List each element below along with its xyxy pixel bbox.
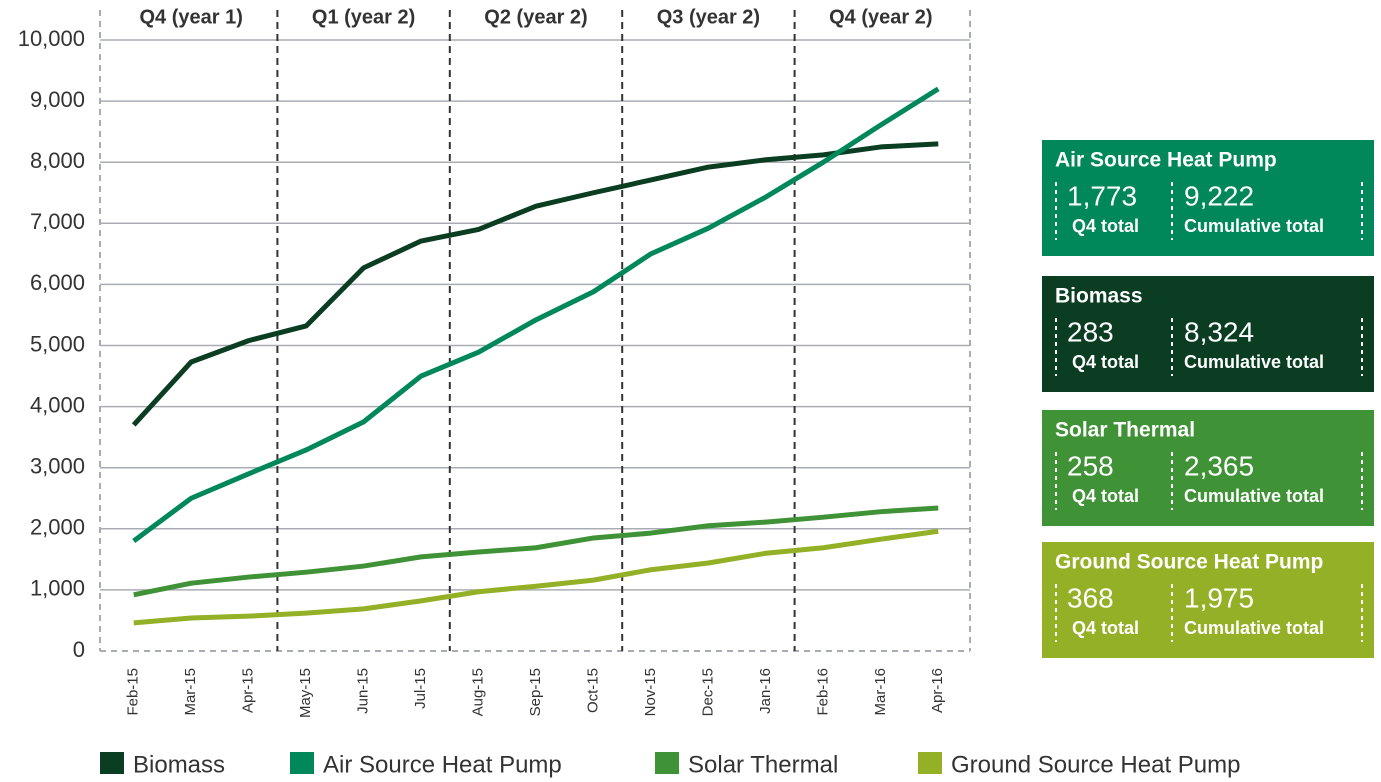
legend-label: Ground Source Heat Pump <box>951 751 1241 778</box>
x-tick-label: Mar-15 <box>182 668 199 716</box>
panel-cumulative-value: 1,975 <box>1184 582 1254 613</box>
x-tick-label: Feb-16 <box>814 668 831 716</box>
x-tick-label: Mar-16 <box>872 668 889 716</box>
series-line <box>133 528 939 626</box>
y-tick-label: 4,000 <box>30 392 85 417</box>
legend-label: Air Source Heat Pump <box>323 751 562 778</box>
quarter-label: Q4 (year 2) <box>829 6 932 28</box>
panel-quarter-value: 1,773 <box>1067 180 1137 211</box>
panel-title: Ground Source Heat Pump <box>1055 551 1323 574</box>
legend-swatch <box>918 752 942 774</box>
panel-cumulative-label: Cumulative total <box>1184 486 1324 506</box>
legend-label: Biomass <box>133 751 225 778</box>
x-tick-label: Apr-16 <box>929 668 946 713</box>
panel-quarter-value: 258 <box>1067 450 1114 481</box>
series-line <box>131 141 939 427</box>
y-tick-label: 10,000 <box>18 26 85 51</box>
y-tick-label: 2,000 <box>30 515 85 540</box>
quarter-label: Q2 (year 2) <box>484 6 587 28</box>
panel-cumulative-value: 2,365 <box>1184 450 1254 481</box>
panel-cumulative-label: Cumulative total <box>1184 618 1324 638</box>
y-tick-label: 7,000 <box>30 209 85 234</box>
x-tick-label: Dec-15 <box>699 668 716 716</box>
x-tick-label: Nov-15 <box>642 668 659 716</box>
x-tick-label: Jul-15 <box>412 668 429 709</box>
panel-quarter-label: Q4 total <box>1072 352 1139 372</box>
y-tick-label: 8,000 <box>30 148 85 173</box>
y-tick-label: 9,000 <box>30 87 85 112</box>
legend-label: Solar Thermal <box>688 751 838 778</box>
y-tick-label: 3,000 <box>30 454 85 479</box>
x-tick-label: Apr-15 <box>240 668 257 713</box>
panel-cumulative-label: Cumulative total <box>1184 216 1324 236</box>
x-tick-label: Jan-16 <box>757 668 774 714</box>
panel-title: Biomass <box>1055 285 1143 308</box>
panel-title: Air Source Heat Pump <box>1055 149 1277 172</box>
panel-quarter-label: Q4 total <box>1072 216 1139 236</box>
panel-cumulative-label: Cumulative total <box>1184 352 1324 372</box>
panel <box>1042 410 1374 526</box>
legend-swatch <box>655 752 679 774</box>
panel-cumulative-value: 9,222 <box>1184 180 1254 211</box>
x-tick-label: Sep-15 <box>527 668 544 716</box>
x-tick-label: Feb-15 <box>125 668 142 716</box>
x-tick-label: Oct-15 <box>584 668 601 713</box>
quarter-label: Q1 (year 2) <box>312 6 415 28</box>
x-tick-label: Jun-15 <box>355 668 372 714</box>
quarter-label: Q4 (year 1) <box>140 6 243 28</box>
x-tick-label: Aug-15 <box>470 668 487 716</box>
series-line <box>132 86 940 544</box>
panel <box>1042 140 1374 256</box>
panel-quarter-value: 283 <box>1067 316 1114 347</box>
series-line <box>133 505 939 598</box>
quarter-label: Q3 (year 2) <box>657 6 760 28</box>
legend-swatch <box>290 752 314 774</box>
y-tick-label: 6,000 <box>30 270 85 295</box>
panel <box>1042 542 1374 658</box>
panel-quarter-label: Q4 total <box>1072 618 1139 638</box>
panel <box>1042 276 1374 392</box>
legend-swatch <box>100 752 124 774</box>
x-tick-label: May-15 <box>297 668 314 718</box>
panel-cumulative-value: 8,324 <box>1184 316 1254 347</box>
panel-quarter-value: 368 <box>1067 582 1114 613</box>
y-tick-label: 1,000 <box>30 576 85 601</box>
panel-title: Solar Thermal <box>1055 419 1195 442</box>
panel-quarter-label: Q4 total <box>1072 486 1139 506</box>
y-tick-label: 5,000 <box>30 331 85 356</box>
y-tick-label: 0 <box>73 637 85 662</box>
